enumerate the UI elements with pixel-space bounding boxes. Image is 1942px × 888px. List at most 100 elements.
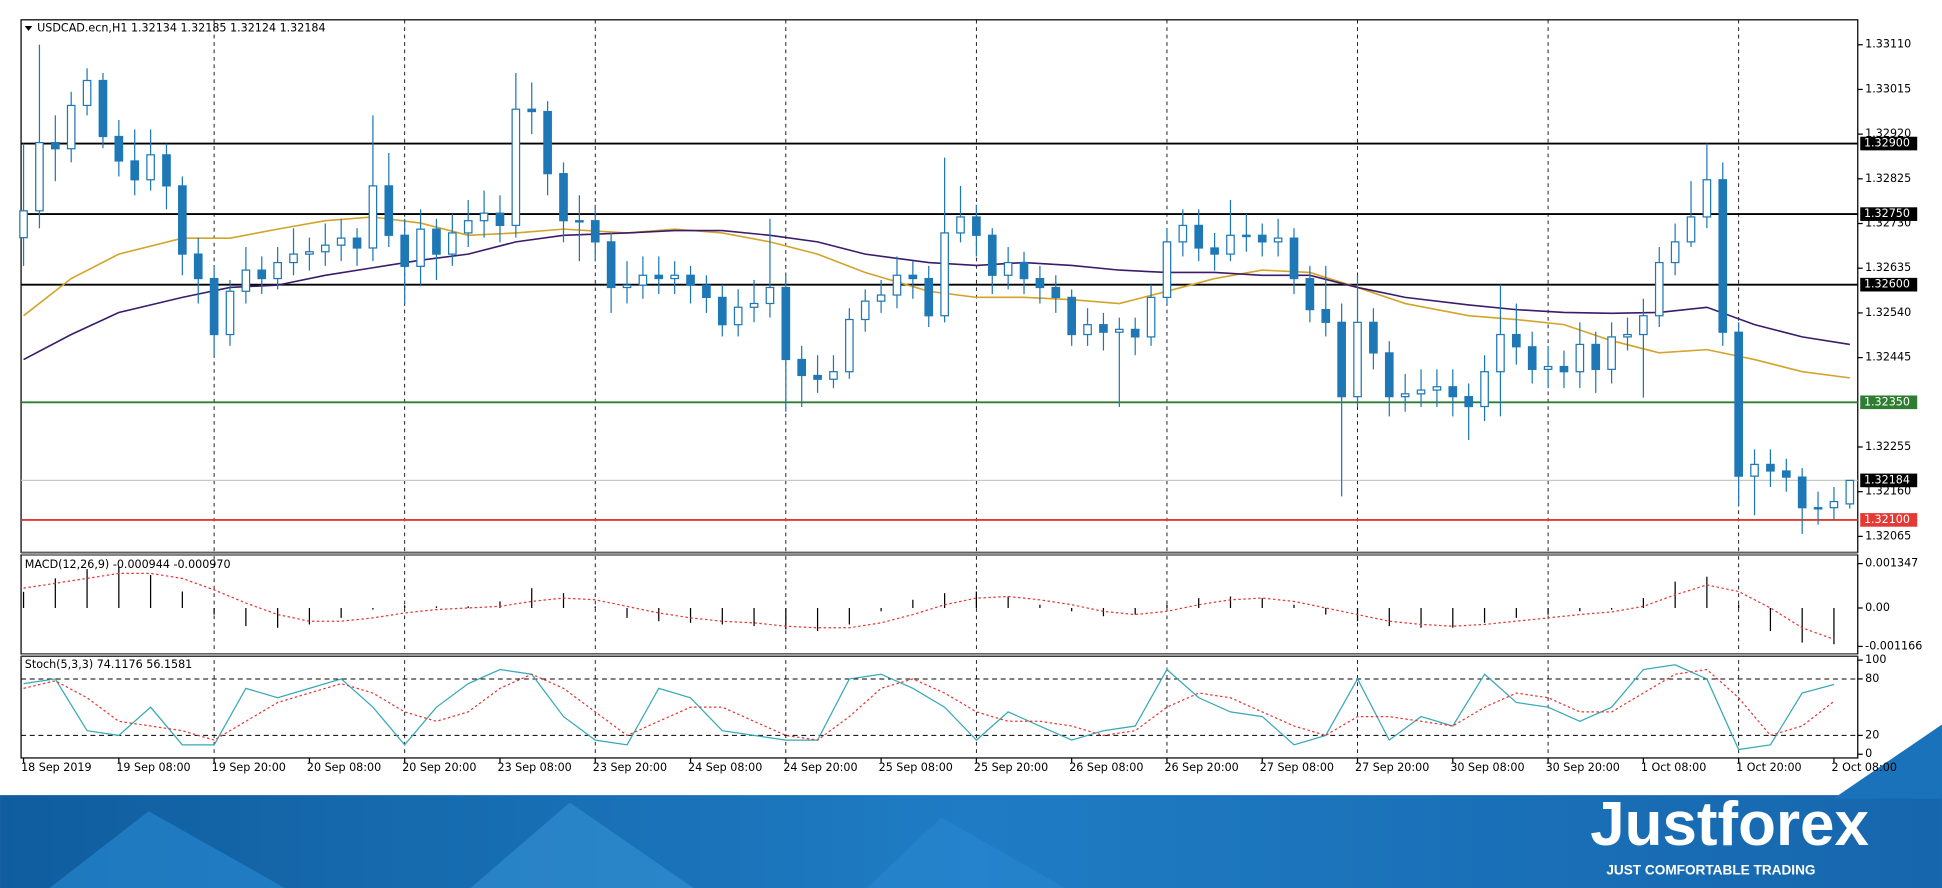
candle-body xyxy=(479,212,489,222)
candle-body xyxy=(829,371,838,380)
candle-body xyxy=(765,286,775,305)
candle-body xyxy=(241,269,251,292)
candle-body xyxy=(876,294,886,302)
candle-body xyxy=(1194,224,1204,249)
candle-body xyxy=(924,277,934,317)
y-tick-label: -0.001166 xyxy=(1865,639,1922,652)
candle-body xyxy=(1353,321,1362,398)
y-tick-label: 1.32540 xyxy=(1865,306,1911,319)
candle-body xyxy=(892,274,902,296)
candle-body xyxy=(1464,396,1474,408)
x-tick-label: 19 Sep 20:00 xyxy=(212,761,286,774)
x-tick-label: 19 Sep 08:00 xyxy=(116,761,190,774)
candle-body xyxy=(1099,324,1108,333)
candle-body xyxy=(289,253,298,264)
level-label: 1.32900 xyxy=(1864,137,1910,150)
candle-body xyxy=(463,220,473,234)
y-tick-label: 20 xyxy=(1865,728,1879,741)
y-tick-label: 0.001347 xyxy=(1865,557,1918,570)
candle-body xyxy=(1543,365,1553,370)
candle-body xyxy=(702,284,711,299)
candle-body xyxy=(860,300,870,321)
x-tick-label: 25 Sep 08:00 xyxy=(879,761,953,774)
candle-body xyxy=(1702,179,1712,218)
candle-body xyxy=(1734,331,1743,477)
candle-body xyxy=(908,274,918,280)
candle-body xyxy=(590,220,600,243)
last-price-box xyxy=(1860,473,1918,488)
banner-shape xyxy=(49,811,285,888)
candle-body xyxy=(1511,333,1521,348)
y-tick-label: 1.32160 xyxy=(1865,485,1911,498)
candle-body xyxy=(1670,241,1680,264)
candle-body xyxy=(66,104,76,150)
candle-body xyxy=(670,274,679,280)
stoch-title: Stoch(5,3,3) 74.1176 56.1581 xyxy=(25,658,192,671)
candle-body xyxy=(368,185,378,249)
candle-body xyxy=(495,212,505,227)
candle-body xyxy=(1162,241,1172,299)
main-title: USDCAD.ecn,H1 1.32134 1.32185 1.32124 1.… xyxy=(37,21,325,34)
level-label: 1.32600 xyxy=(1864,278,1910,291)
candle-body xyxy=(1003,261,1013,276)
y-tick-label: 0 xyxy=(1865,747,1872,760)
x-tick-label: 27 Sep 08:00 xyxy=(1260,761,1334,774)
candle-body xyxy=(320,244,330,253)
y-tick-label: 1.33015 xyxy=(1865,82,1911,95)
candle-body xyxy=(733,306,743,326)
candle-body xyxy=(1257,234,1267,243)
x-tick-label: 30 Sep 08:00 xyxy=(1450,761,1524,774)
candle-body xyxy=(956,216,965,234)
level-label-box xyxy=(1860,395,1918,410)
candle-body xyxy=(305,251,314,255)
last-price-label: 1.32184 xyxy=(1864,473,1910,486)
candle-body xyxy=(1845,479,1855,505)
macd-frame xyxy=(20,554,1859,655)
tagline: JUST COMFORTABLE TRADING xyxy=(1606,862,1815,877)
candle-body xyxy=(1607,336,1616,370)
candle-body xyxy=(559,173,568,222)
candle-body xyxy=(1527,346,1537,370)
x-tick-label: 26 Sep 20:00 xyxy=(1164,761,1238,774)
y-tick-label: 1.33110 xyxy=(1865,38,1911,51)
moving-average xyxy=(23,229,1850,361)
candle-body xyxy=(638,274,648,286)
candle-body xyxy=(1178,224,1188,243)
candle-body xyxy=(1305,277,1315,311)
y-tick-label: 1.32065 xyxy=(1865,529,1911,542)
candle-body xyxy=(1496,333,1505,373)
candle-body xyxy=(447,232,457,255)
level-label-box xyxy=(1860,513,1918,527)
candle-body xyxy=(130,160,140,181)
candle-body xyxy=(1781,470,1791,478)
banner-shape xyxy=(866,817,1066,888)
x-tick-label: 20 Sep 08:00 xyxy=(307,761,381,774)
candle-body xyxy=(1813,507,1823,510)
candle-body xyxy=(178,185,187,255)
candle-body xyxy=(654,274,664,280)
stoch-line xyxy=(23,668,1835,741)
candle-body xyxy=(781,286,791,361)
candle-body xyxy=(606,241,616,289)
candle-body xyxy=(1766,463,1775,472)
candle-body xyxy=(432,228,441,255)
candle-body xyxy=(1210,247,1219,255)
y-tick-label: 1.32445 xyxy=(1865,351,1911,364)
y-tick-label: 80 xyxy=(1865,672,1879,685)
x-tick-label: 2 Oct 08:00 xyxy=(1831,761,1896,774)
candle-body xyxy=(1623,333,1632,338)
candle-body xyxy=(416,228,425,267)
candle-body xyxy=(82,79,92,107)
level-label-box xyxy=(1860,277,1918,292)
candle-body xyxy=(146,154,155,181)
level-label: 1.32100 xyxy=(1864,513,1910,526)
candle-body xyxy=(1829,500,1839,509)
candle-body xyxy=(1432,386,1442,391)
candle-body xyxy=(273,261,282,280)
stoch-frame xyxy=(20,655,1859,759)
candle-body xyxy=(749,302,759,308)
candle-body xyxy=(1575,343,1585,373)
candle-body xyxy=(98,79,108,138)
x-tick-label: 30 Sep 20:00 xyxy=(1546,761,1620,774)
